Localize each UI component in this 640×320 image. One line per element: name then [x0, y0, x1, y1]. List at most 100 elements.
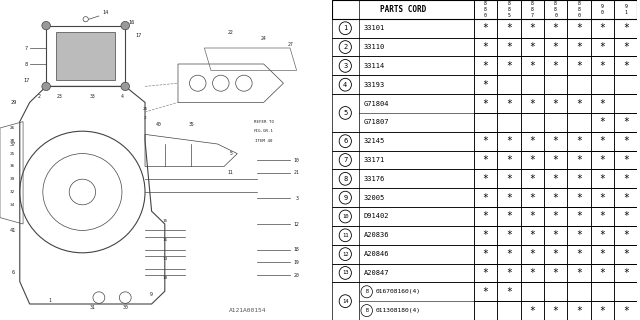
Text: 33114: 33114: [364, 63, 385, 69]
Bar: [614, 207, 637, 226]
Bar: [497, 0, 520, 19]
Text: *: *: [600, 249, 605, 259]
Text: *: *: [623, 174, 628, 184]
Bar: [332, 94, 637, 132]
Bar: [332, 207, 637, 226]
Bar: [497, 56, 520, 75]
Text: *: *: [623, 23, 628, 33]
Text: *: *: [506, 42, 512, 52]
Text: 1: 1: [48, 298, 51, 303]
Text: *: *: [553, 268, 559, 278]
Text: B: B: [365, 289, 368, 294]
Text: 7: 7: [343, 157, 348, 163]
Text: 2: 2: [38, 93, 41, 99]
Text: 39: 39: [10, 177, 15, 181]
Text: *: *: [483, 42, 488, 52]
Bar: [474, 132, 497, 151]
Bar: [520, 282, 544, 301]
Text: 10: 10: [294, 157, 300, 163]
Bar: [544, 188, 567, 207]
Text: *: *: [483, 99, 488, 108]
Bar: [567, 245, 591, 264]
Text: *: *: [623, 249, 628, 259]
Text: *: *: [506, 61, 512, 71]
Bar: [332, 75, 637, 94]
Bar: [614, 132, 637, 151]
Bar: [591, 282, 614, 301]
Bar: [497, 169, 520, 188]
Bar: [591, 264, 614, 282]
Bar: [544, 169, 567, 188]
Bar: [474, 151, 497, 169]
Bar: [567, 188, 591, 207]
Text: *: *: [529, 155, 535, 165]
Text: *: *: [623, 136, 628, 146]
Text: *: *: [529, 306, 535, 316]
Bar: [567, 0, 591, 19]
Bar: [567, 19, 591, 38]
Text: *: *: [529, 174, 535, 184]
Text: 36: 36: [10, 164, 15, 168]
Bar: [591, 19, 614, 38]
Text: *: *: [483, 230, 488, 240]
Text: 19: 19: [294, 260, 300, 265]
Text: 22: 22: [228, 29, 234, 35]
Text: 21: 21: [294, 170, 300, 175]
Text: 26: 26: [10, 126, 15, 130]
Text: 011308180(4): 011308180(4): [376, 308, 421, 313]
Text: *: *: [623, 212, 628, 221]
Text: *: *: [576, 136, 582, 146]
Bar: [614, 264, 637, 282]
Text: *: *: [483, 174, 488, 184]
Bar: [520, 56, 544, 75]
Bar: [474, 113, 497, 132]
Bar: [332, 38, 637, 56]
Text: B: B: [365, 308, 368, 313]
Text: 9
0: 9 0: [601, 4, 604, 15]
Text: *: *: [483, 136, 488, 146]
Text: *: *: [576, 23, 582, 33]
Text: 016708160(4): 016708160(4): [376, 289, 421, 294]
Bar: [520, 188, 544, 207]
Text: 11: 11: [228, 170, 234, 175]
Bar: [497, 75, 520, 94]
Bar: [520, 113, 544, 132]
Text: 9: 9: [150, 292, 153, 297]
Bar: [332, 132, 637, 151]
Bar: [591, 245, 614, 264]
Text: *: *: [506, 268, 512, 278]
Bar: [520, 94, 544, 113]
Text: 8: 8: [25, 61, 28, 67]
Text: *: *: [623, 268, 628, 278]
Text: 11: 11: [342, 233, 349, 238]
Text: A20847: A20847: [364, 270, 389, 276]
Bar: [614, 38, 637, 56]
Bar: [474, 226, 497, 245]
Text: *: *: [506, 136, 512, 146]
Text: *: *: [623, 193, 628, 203]
Text: *: *: [483, 61, 488, 71]
Text: 31: 31: [90, 305, 95, 310]
Text: 32005: 32005: [364, 195, 385, 201]
Text: *: *: [529, 212, 535, 221]
Bar: [474, 19, 497, 38]
Bar: [474, 245, 497, 264]
Text: 25: 25: [142, 107, 148, 111]
Bar: [520, 301, 544, 320]
Text: *: *: [553, 306, 559, 316]
Text: *: *: [506, 193, 512, 203]
Bar: [474, 94, 497, 113]
Bar: [474, 282, 497, 301]
Text: *: *: [600, 42, 605, 52]
Text: *: *: [600, 155, 605, 165]
Text: 13: 13: [342, 270, 349, 276]
Bar: [591, 38, 614, 56]
Bar: [591, 132, 614, 151]
Bar: [544, 38, 567, 56]
Bar: [614, 169, 637, 188]
Text: *: *: [576, 99, 582, 108]
Text: 17: 17: [135, 33, 141, 38]
Text: *: *: [529, 249, 535, 259]
Text: 32145: 32145: [364, 138, 385, 144]
Bar: [332, 188, 637, 207]
